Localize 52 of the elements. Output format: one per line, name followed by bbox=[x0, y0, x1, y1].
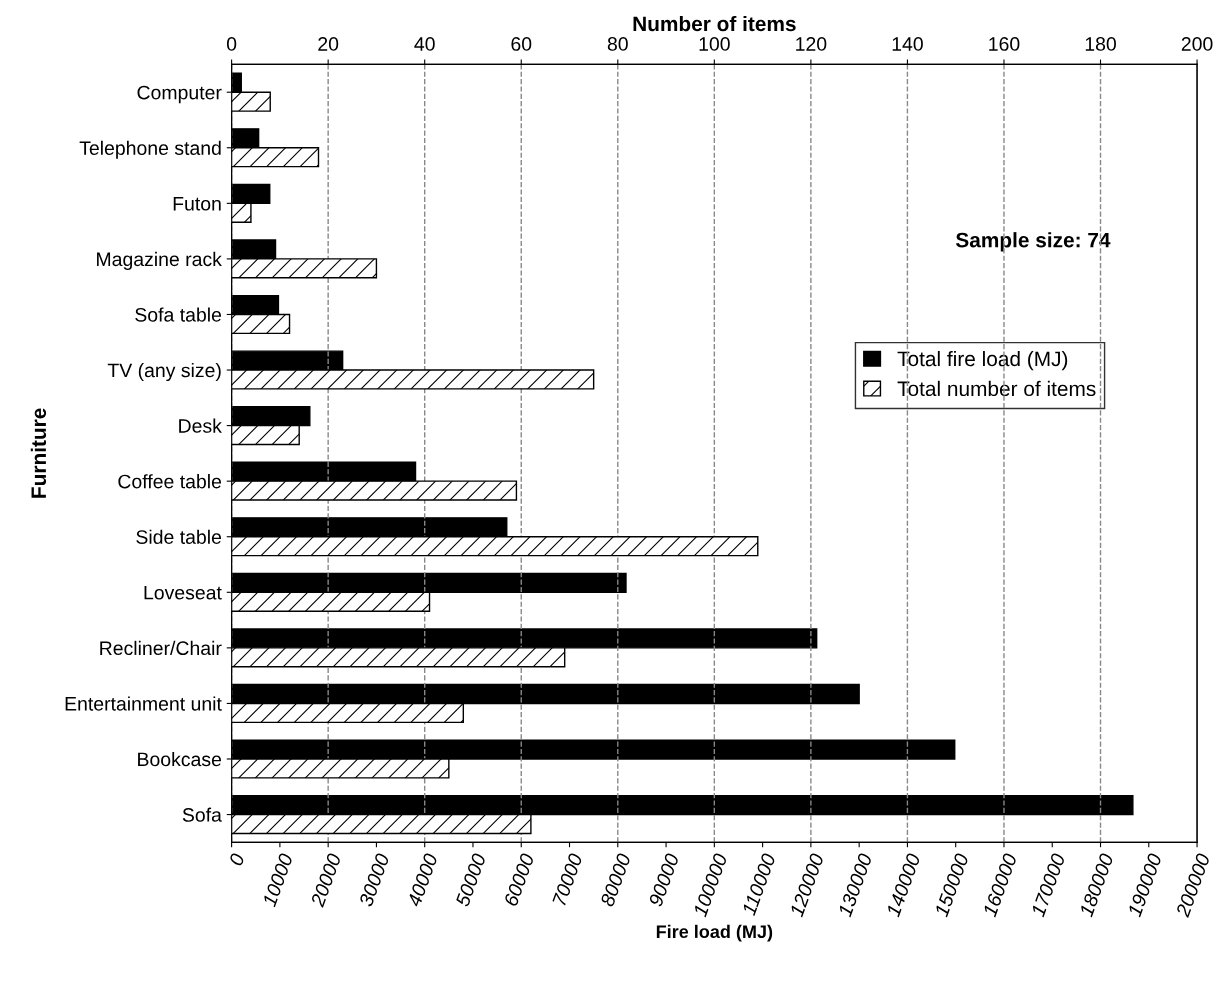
x-tick-label: 80000 bbox=[599, 852, 632, 908]
y-tick-label: Side table bbox=[136, 529, 222, 544]
y-tick-label: Magazine rack bbox=[97, 251, 222, 270]
y-tick-label: TV (any size) bbox=[107, 362, 221, 382]
x-tick-label: 120000 bbox=[789, 852, 825, 918]
x2-tick-label: 20 bbox=[318, 37, 339, 51]
x-tick-label: 200000 bbox=[1175, 852, 1211, 919]
x-tick-label: 70000 bbox=[552, 852, 583, 906]
x2-tick-label: 40 bbox=[414, 37, 435, 51]
x2-tick-label: 60 bbox=[511, 37, 532, 51]
legend-label: Total number of items bbox=[897, 380, 1096, 397]
y-tick-label: Bookcase bbox=[138, 751, 222, 767]
legend-label: Total fire load (MJ) bbox=[897, 350, 1068, 371]
y-tick-label: Sofa bbox=[182, 807, 222, 822]
x-tick-label: 0 bbox=[228, 852, 245, 867]
y-tick-label: Desk bbox=[179, 418, 222, 433]
x2-tick-label: 120 bbox=[796, 37, 827, 51]
annotation: Sample size: 74 bbox=[955, 232, 1111, 252]
x-tick-label: 90000 bbox=[648, 852, 680, 908]
x-tick-label: 180000 bbox=[1078, 852, 1114, 918]
x-tick-label: 110000 bbox=[741, 852, 776, 917]
y-tick-label: Loveseat bbox=[144, 585, 222, 600]
x-tick-label: 50000 bbox=[455, 852, 487, 908]
x-tick-label: 170000 bbox=[1030, 852, 1066, 918]
x-tick-label: 190000 bbox=[1127, 852, 1163, 918]
x-tick-label: 160000 bbox=[982, 852, 1018, 918]
x-tick-label: 150000 bbox=[934, 852, 970, 918]
x2-tick-label: 80 bbox=[607, 37, 628, 51]
x-tick-label: 100000 bbox=[692, 852, 728, 918]
x-tick-label: 10000 bbox=[262, 852, 294, 908]
y-tick-label: Coffee table bbox=[118, 474, 222, 489]
y-axis-title: Furniture bbox=[30, 408, 47, 498]
x2-tick-label: 200 bbox=[1181, 37, 1213, 51]
y-tick-label: Telephone stand bbox=[79, 140, 221, 159]
x2-tick-label: 180 bbox=[1085, 37, 1116, 51]
x-tick-label: 20000 bbox=[310, 852, 342, 908]
x-tick-label: 130000 bbox=[837, 852, 873, 918]
x2-axis-title: Number of items bbox=[633, 15, 796, 32]
y-tick-label: Sofa table bbox=[135, 307, 222, 322]
y-tick-label: Entertainment unit bbox=[65, 696, 222, 711]
x2-tick-label: 160 bbox=[989, 37, 1020, 51]
x2-tick-label: 0 bbox=[226, 37, 237, 51]
x2-tick-label: 140 bbox=[892, 37, 923, 51]
x2-tick-label: 100 bbox=[699, 37, 730, 51]
x-axis-title: Fire load (MJ) bbox=[656, 924, 773, 942]
y-tick-label: Computer bbox=[137, 85, 222, 104]
y-tick-label: Recliner/Chair bbox=[100, 640, 222, 656]
x-tick-label: 60000 bbox=[503, 852, 535, 907]
y-tick-label: Futon bbox=[173, 197, 221, 211]
x-tick-label: 140000 bbox=[885, 852, 921, 918]
x-tick-label: 40000 bbox=[406, 852, 439, 908]
x-tick-label: 30000 bbox=[358, 852, 390, 908]
